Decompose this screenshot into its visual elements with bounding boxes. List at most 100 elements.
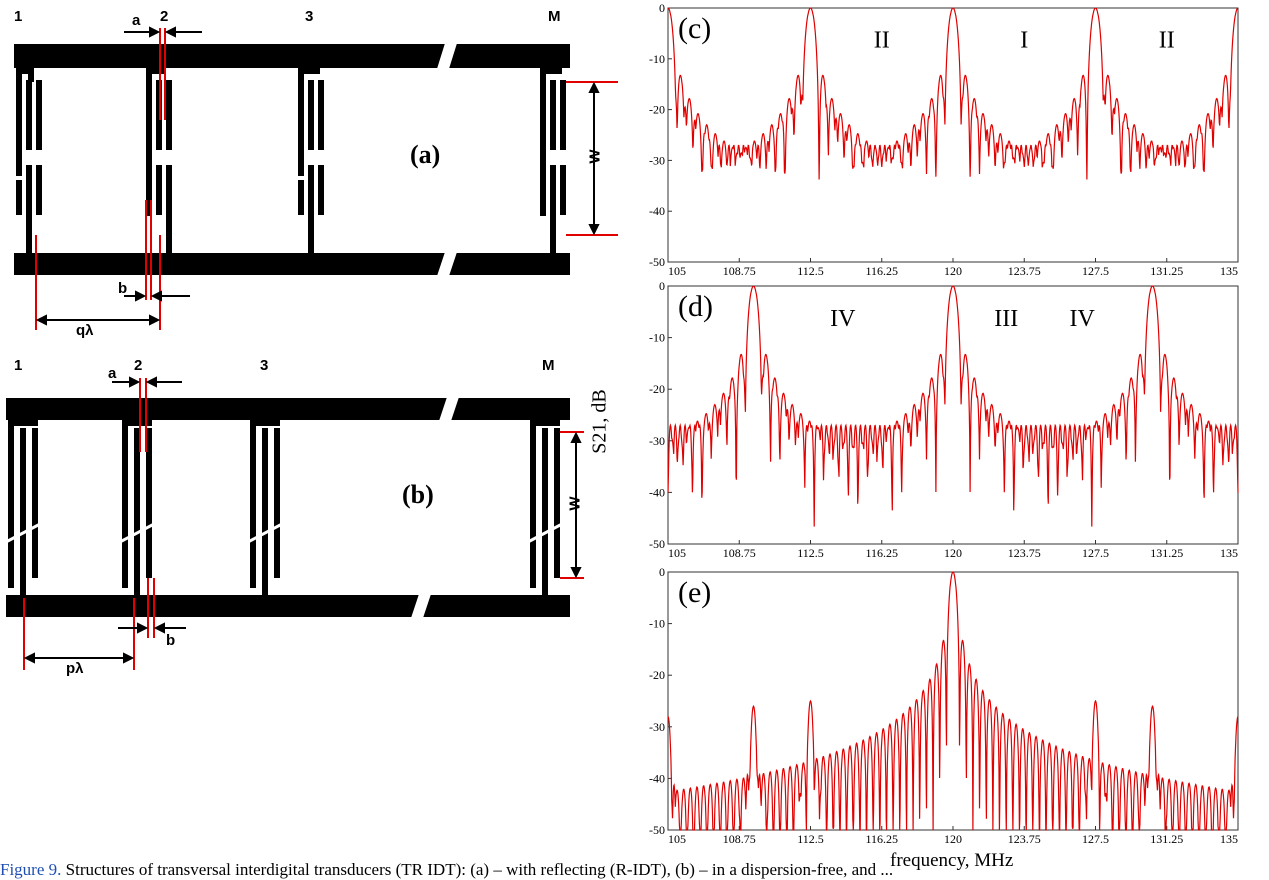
plot-frame (667, 285, 1239, 545)
x-tick-label: 116.25 (865, 832, 898, 846)
x-tick-label: 123.75 (1008, 264, 1041, 278)
x-tick-label: 108.75 (723, 546, 756, 560)
x-tick-label: 112.5 (797, 546, 824, 560)
panel-label-a: (a) (410, 140, 441, 169)
electrode-label-m: M (542, 357, 555, 374)
x-tick-label: 123.75 (1008, 546, 1041, 560)
y-tick-label: -30 (649, 720, 665, 734)
dim-a-label: a (132, 12, 141, 29)
y-tick-label: -20 (649, 103, 665, 117)
y-tick-label: -40 (649, 771, 665, 785)
electrode-group-m (530, 418, 560, 598)
chart-2: 105 108.75 112.5 116.25 120 123.75 127.5 131.25… (649, 565, 1239, 846)
x-tick-label: 135 (1220, 832, 1238, 846)
x-tick-label: 135 (1220, 546, 1238, 560)
idt-diagram-a (14, 26, 618, 330)
y-tick-label: -30 (649, 434, 665, 448)
electrode-label-3: 3 (260, 357, 269, 374)
y-tick-label: -10 (649, 331, 665, 345)
x-tick-label: 112.5 (797, 832, 824, 846)
y-tick-label: -50 (649, 255, 665, 269)
dim-b-label: b (166, 632, 176, 649)
y-tick-label: 0 (659, 565, 665, 579)
x-tick-label: 105 (668, 546, 686, 560)
panel-label: (c) (678, 12, 711, 45)
dim-b-label: b (118, 280, 128, 297)
electrode-label-m: M (548, 8, 561, 25)
y-tick-label: -40 (649, 485, 665, 499)
chart-0: 105 108.75 112.5 116.25 120 123.75 127.5 131.25… (649, 1, 1239, 278)
x-axis-label: frequency, MHz (890, 850, 1014, 871)
electrode-group-m (540, 66, 566, 255)
chart-1: 105 108.75 112.5 116.25 120 123.75 127.5 131.25… (649, 279, 1239, 560)
panel-label: (e) (678, 576, 711, 609)
y-tick-label: -10 (649, 52, 665, 66)
plot-frame (667, 7, 1239, 263)
electrode-group-1 (16, 66, 42, 255)
s21-trace (667, 571, 1239, 831)
region-label: III (994, 306, 1018, 332)
panel-label: (d) (678, 290, 713, 323)
top-busbar (14, 44, 570, 68)
region-label: IV (1070, 306, 1096, 332)
figure-caption: Figure 9. Structures of transversal inte… (0, 860, 1269, 880)
caption-text: Structures of transversal interdigital t… (61, 860, 894, 879)
x-tick-label: 108.75 (723, 264, 756, 278)
x-tick-label: 127.5 (1082, 832, 1109, 846)
x-tick-label: 105 (668, 264, 686, 278)
y-tick-label: -40 (649, 204, 665, 218)
s21-trace (667, 285, 1239, 527)
x-tick-label: 123.75 (1008, 832, 1041, 846)
s21-trace (667, 7, 1239, 180)
x-tick-label: 112.5 (797, 264, 824, 278)
y-axis-label: S21, dB (588, 389, 611, 454)
spectrum-charts: 105 108.75 112.5 116.25 120 123.75 127.5 131.25… (649, 1, 1239, 846)
x-tick-label: 131.25 (1150, 832, 1183, 846)
figure-ref: Figure 9. (0, 860, 62, 879)
x-tick-label: 120 (944, 264, 962, 278)
electrode-group-3 (298, 66, 324, 255)
x-tick-label: 105 (668, 832, 686, 846)
y-tick-label: -30 (649, 153, 665, 167)
x-tick-label: 116.25 (865, 264, 898, 278)
bottom-busbar (6, 595, 570, 617)
electrode-label-1: 1 (14, 8, 23, 25)
panel-label-b: (b) (402, 480, 434, 509)
region-label: II (1159, 27, 1175, 53)
x-tick-label: 127.5 (1082, 546, 1109, 560)
electrode-label-1: 1 (14, 357, 23, 374)
x-tick-label: 116.25 (865, 546, 898, 560)
region-label: IV (830, 306, 856, 332)
x-tick-label: 127.5 (1082, 264, 1109, 278)
top-busbar (6, 398, 570, 420)
y-tick-label: 0 (659, 279, 665, 293)
electrode-label-3: 3 (305, 8, 314, 25)
bottom-busbar (14, 253, 570, 275)
period-label: pλ (66, 660, 84, 677)
y-tick-label: -10 (649, 617, 665, 631)
x-tick-label: 120 (944, 832, 962, 846)
x-tick-label: 135 (1220, 264, 1238, 278)
y-tick-label: -20 (649, 668, 665, 682)
plot-frame (667, 571, 1239, 831)
electrode-group-2 (122, 418, 152, 598)
electrode-group-3 (250, 418, 280, 598)
y-tick-label: 0 (659, 1, 665, 15)
dim-a-label: a (108, 365, 117, 382)
period-label: qλ (76, 322, 94, 339)
x-tick-label: 108.75 (723, 832, 756, 846)
aperture-label: W (566, 496, 584, 511)
electrode-label-2: 2 (160, 8, 169, 25)
y-tick-label: -20 (649, 382, 665, 396)
region-label: I (1020, 27, 1028, 53)
x-tick-label: 120 (944, 546, 962, 560)
y-tick-label: -50 (649, 823, 665, 837)
electrode-label-2: 2 (134, 357, 143, 374)
x-tick-label: 131.25 (1150, 546, 1183, 560)
y-tick-label: -50 (649, 537, 665, 551)
electrode-group-1 (8, 418, 38, 598)
idt-diagram-b (3, 376, 584, 670)
region-label: II (874, 27, 890, 53)
aperture-label: W (586, 149, 604, 164)
x-tick-label: 131.25 (1150, 264, 1183, 278)
